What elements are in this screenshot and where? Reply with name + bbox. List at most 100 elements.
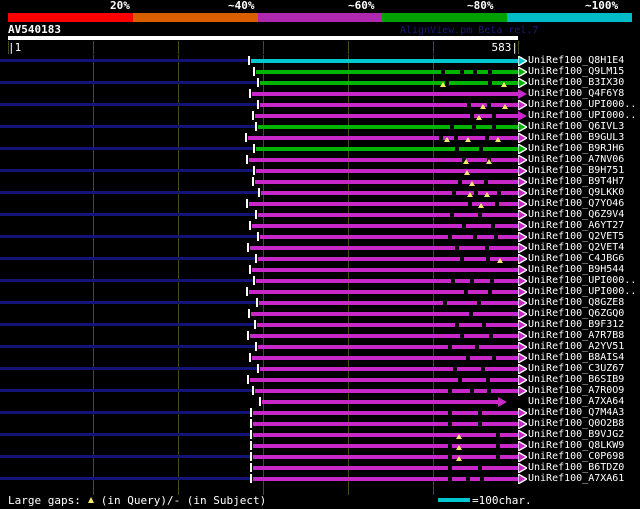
hit-label[interactable]: UniRef100_UPI000.. xyxy=(528,99,637,110)
hit-bar[interactable] xyxy=(253,422,518,426)
hit-label[interactable]: UniRef100_Q8H1E4 xyxy=(528,55,625,66)
hit-label[interactable]: UniRef100_Q6ZGQ0 xyxy=(528,308,625,319)
alignment-row[interactable]: UniRef100_Q6IVL3 xyxy=(0,121,640,132)
alignment-row[interactable]: UniRef100_C3UZ67 xyxy=(0,363,640,374)
alignment-row[interactable]: UniRef100_A7R7B8 xyxy=(0,330,640,341)
alignment-row[interactable]: UniRef100_B9RJH6 xyxy=(0,143,640,154)
hit-bar[interactable] xyxy=(258,213,518,217)
alignment-row[interactable]: UniRef100_Q0O2B8 xyxy=(0,418,640,429)
hit-label[interactable]: UniRef100_Q2VET5 xyxy=(528,231,625,242)
alignment-row[interactable]: UniRef100_Q6ZGQ0 xyxy=(0,308,640,319)
hit-bar[interactable] xyxy=(250,246,518,250)
hit-label[interactable]: UniRef100_Q8GZE8 xyxy=(528,297,625,308)
alignment-row[interactable]: UniRef100_C0P698 xyxy=(0,451,640,462)
hit-bar[interactable] xyxy=(260,103,518,107)
hit-bar[interactable] xyxy=(249,158,518,162)
hit-bar[interactable] xyxy=(252,268,518,272)
hit-bar[interactable] xyxy=(248,136,518,140)
hit-label[interactable]: UniRef100_Q6Z9V4 xyxy=(528,209,625,220)
hit-label[interactable]: UniRef100_B9RJH6 xyxy=(528,143,625,154)
hit-label[interactable]: UniRef100_UPI000.. xyxy=(528,110,637,121)
hit-bar[interactable] xyxy=(256,70,518,74)
hit-bar[interactable] xyxy=(256,169,518,173)
hit-label[interactable]: UniRef100_Q0O2B8 xyxy=(528,418,625,429)
hit-bar[interactable] xyxy=(258,125,518,129)
hit-bar[interactable] xyxy=(260,367,518,371)
hit-label[interactable]: UniRef100_A6YT27 xyxy=(528,220,625,231)
alignment-row[interactable]: UniRef100_Q6Z9V4 xyxy=(0,209,640,220)
alignment-row[interactable]: UniRef100_B9F312 xyxy=(0,319,640,330)
hit-bar[interactable] xyxy=(253,411,518,415)
hit-label[interactable]: UniRef100_B9GUL3 xyxy=(528,132,625,143)
hit-bar[interactable] xyxy=(250,334,518,338)
hit-label[interactable]: UniRef100_A7NV06 xyxy=(528,154,625,165)
hit-label[interactable]: UniRef100_B9T4H7 xyxy=(528,176,625,187)
hit-label[interactable]: UniRef100_Q9LM15 xyxy=(528,66,625,77)
hit-bar[interactable] xyxy=(253,433,518,437)
hit-label[interactable]: UniRef100_C0P698 xyxy=(528,451,625,462)
alignment-row[interactable]: UniRef100_Q8GZE8 xyxy=(0,297,640,308)
alignment-row[interactable]: UniRef100_Q8H1E4 xyxy=(0,55,640,66)
alignment-row[interactable]: UniRef100_B9H751 xyxy=(0,165,640,176)
hit-bar[interactable] xyxy=(250,378,518,382)
alignment-row[interactable]: UniRef100_B3IX30 xyxy=(0,77,640,88)
hit-bar[interactable] xyxy=(259,301,518,305)
alignment-row[interactable]: UniRef100_UPI000.. xyxy=(0,275,640,286)
hit-bar[interactable] xyxy=(260,81,518,85)
alignment-row[interactable]: UniRef100_B8AIS4 xyxy=(0,352,640,363)
hit-bar[interactable] xyxy=(255,389,518,393)
alignment-row[interactable]: UniRef100_A2YV51 xyxy=(0,341,640,352)
hit-bar[interactable] xyxy=(249,290,518,294)
alignment-row[interactable]: UniRef100_B6SIB9 xyxy=(0,374,640,385)
alignment-row[interactable]: UniRef100_B9T4H7 xyxy=(0,176,640,187)
hit-bar[interactable] xyxy=(251,312,518,316)
hit-bar[interactable] xyxy=(249,202,518,206)
hit-label[interactable]: UniRef100_B9F312 xyxy=(528,319,625,330)
alignment-row[interactable]: UniRef100_UPI000.. xyxy=(0,99,640,110)
hit-label[interactable]: UniRef100_Q7YO46 xyxy=(528,198,625,209)
hit-bar[interactable] xyxy=(255,114,518,118)
alignment-row[interactable]: UniRef100_Q2VET5 xyxy=(0,231,640,242)
alignment-row[interactable]: UniRef100_B9GUL3 xyxy=(0,132,640,143)
hit-bar[interactable] xyxy=(251,59,518,63)
hit-bar[interactable] xyxy=(252,92,518,96)
hit-bar[interactable] xyxy=(262,400,498,404)
hit-label[interactable]: UniRef100_A7R7B8 xyxy=(528,330,625,341)
hit-label[interactable]: UniRef100_B6TDZ0 xyxy=(528,462,625,473)
alignment-row[interactable]: UniRef100_C4JBG6 xyxy=(0,253,640,264)
hit-bar[interactable] xyxy=(255,180,518,184)
hit-bar[interactable] xyxy=(253,455,518,459)
hit-label[interactable]: UniRef100_A2YV51 xyxy=(528,341,625,352)
hit-label[interactable]: UniRef100_A7XA61 xyxy=(528,473,625,484)
hit-label[interactable]: UniRef100_Q7M4A3 xyxy=(528,407,625,418)
alignment-row[interactable]: UniRef100_B9VJG2 xyxy=(0,429,640,440)
hit-bar[interactable] xyxy=(260,235,518,239)
hit-label[interactable]: UniRef100_B3IX30 xyxy=(528,77,625,88)
hit-label[interactable]: UniRef100_C3UZ67 xyxy=(528,363,625,374)
hit-label[interactable]: UniRef100_A7XA64 xyxy=(528,396,625,407)
alignment-row[interactable]: UniRef100_Q9LKK0 xyxy=(0,187,640,198)
hit-label[interactable]: UniRef100_UPI000.. xyxy=(528,275,637,286)
alignment-row[interactable]: UniRef100_B6TDZ0 xyxy=(0,462,640,473)
alignment-row[interactable]: UniRef100_A7XA61 xyxy=(0,473,640,484)
alignment-row[interactable]: UniRef100_A7NV06 xyxy=(0,154,640,165)
hit-label[interactable]: UniRef100_Q8LKW9 xyxy=(528,440,625,451)
alignment-row[interactable]: UniRef100_UPI000.. xyxy=(0,110,640,121)
hit-bar[interactable] xyxy=(258,345,518,349)
hit-bar[interactable] xyxy=(256,147,518,151)
hit-bar[interactable] xyxy=(252,224,518,228)
hit-label[interactable]: UniRef100_C4JBG6 xyxy=(528,253,625,264)
alignment-row[interactable]: UniRef100_Q8LKW9 xyxy=(0,440,640,451)
alignment-row[interactable]: UniRef100_Q4F6Y8 xyxy=(0,88,640,99)
hit-bar[interactable] xyxy=(257,323,518,327)
hit-label[interactable]: UniRef100_A7R0O9 xyxy=(528,385,625,396)
alignment-row[interactable]: UniRef100_Q7YO46 xyxy=(0,198,640,209)
hit-bar[interactable] xyxy=(258,257,518,261)
hit-bar[interactable] xyxy=(253,444,518,448)
hit-bar[interactable] xyxy=(253,477,518,481)
alignment-row[interactable]: UniRef100_A6YT27 xyxy=(0,220,640,231)
hit-label[interactable]: UniRef100_B8AIS4 xyxy=(528,352,625,363)
hit-label[interactable]: UniRef100_B9VJG2 xyxy=(528,429,625,440)
alignment-row[interactable]: UniRef100_B9H544 xyxy=(0,264,640,275)
alignment-row[interactable]: UniRef100_Q9LM15 xyxy=(0,66,640,77)
